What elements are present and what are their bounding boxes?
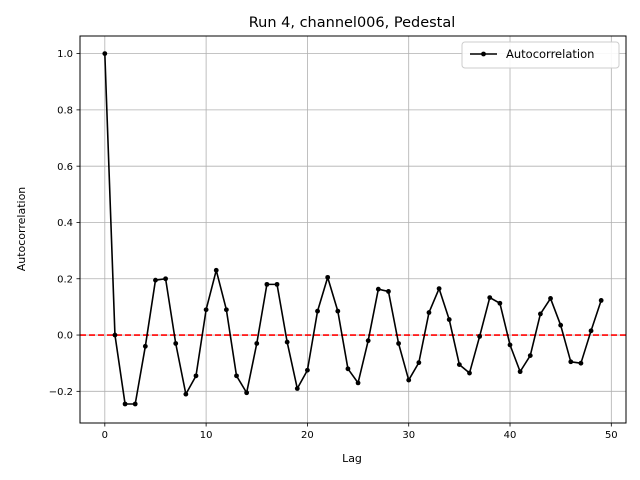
data-point-lag-48 — [588, 328, 594, 334]
data-point-lag-18 — [284, 339, 290, 345]
data-point-lag-45 — [558, 322, 564, 328]
data-point-lag-31 — [416, 360, 422, 366]
data-point-lag-1 — [112, 332, 118, 338]
x-tick-label-2: 20 — [301, 430, 314, 441]
data-point-lag-20 — [305, 367, 310, 373]
data-point-lag-9 — [193, 373, 199, 379]
legend-box — [461, 41, 620, 69]
series-layer — [102, 51, 604, 407]
y-tick-label-0: −0.2 — [49, 387, 73, 398]
data-point-lag-16 — [264, 281, 270, 287]
data-point-lag-15 — [254, 341, 260, 346]
chart-title: Run 4, channel006, Pedestal — [249, 15, 456, 31]
y-tick-label-3: 0.4 — [57, 218, 73, 229]
data-point-lag-13 — [234, 373, 239, 379]
data-point-lag-0 — [102, 51, 108, 56]
data-point-lag-40 — [507, 342, 513, 348]
data-point-lag-39 — [497, 300, 503, 306]
data-point-lag-42 — [527, 353, 533, 358]
data-point-lag-37 — [477, 334, 483, 339]
data-point-lag-29 — [396, 341, 401, 346]
data-point-lag-35 — [456, 362, 462, 367]
series-line-0 — [104, 53, 602, 405]
data-point-lag-4 — [142, 343, 148, 349]
data-point-lag-28 — [386, 289, 391, 294]
data-point-lag-47 — [578, 360, 584, 366]
data-point-lag-22 — [325, 274, 331, 280]
data-point-lag-8 — [183, 391, 189, 397]
data-point-lag-30 — [406, 377, 412, 383]
data-point-lag-7 — [173, 341, 179, 346]
data-point-lag-23 — [335, 308, 341, 314]
data-point-lag-27 — [375, 286, 381, 292]
plot-frame — [79, 35, 627, 424]
data-point-lag-2 — [122, 401, 128, 407]
data-point-lag-49 — [598, 298, 604, 303]
data-point-lag-19 — [294, 386, 300, 391]
data-point-lag-41 — [517, 369, 523, 375]
y-tick-label-1: 0.0 — [57, 331, 73, 342]
data-point-lag-36 — [467, 370, 472, 376]
data-point-lag-34 — [446, 317, 452, 322]
legend-marker-swatch — [481, 51, 486, 57]
axis-ticks: 0 10 20 30 40 50 −0.2 0.0 0.2 0.4 0.6 0.8 1.0 — [49, 49, 618, 441]
x-tick-label-0: 0 — [102, 430, 108, 441]
data-point-lag-38 — [487, 295, 493, 301]
data-point-lag-24 — [345, 366, 351, 372]
y-tick-label-6: 1.0 — [57, 49, 73, 60]
data-point-lag-10 — [203, 307, 209, 313]
data-point-lag-5 — [153, 277, 158, 283]
data-point-lag-44 — [548, 296, 553, 301]
data-point-lag-43 — [538, 311, 543, 317]
data-point-lag-21 — [315, 308, 320, 314]
data-point-lag-26 — [365, 338, 371, 344]
x-tick-label-4: 40 — [504, 430, 517, 441]
data-point-lag-25 — [355, 380, 361, 386]
data-point-lag-46 — [568, 359, 574, 365]
x-tick-label-5: 50 — [605, 430, 618, 441]
data-point-lag-33 — [436, 286, 442, 292]
y-tick-label-5: 0.8 — [57, 105, 73, 116]
data-point-lag-32 — [426, 310, 432, 315]
x-tick-label-3: 30 — [402, 430, 415, 441]
data-point-lag-12 — [223, 307, 229, 313]
data-point-lag-6 — [163, 276, 168, 282]
y-axis-label: Autocorrelation — [15, 187, 28, 272]
legend-label-autocorrelation: Autocorrelation — [506, 47, 594, 61]
y-tick-label-2: 0.2 — [57, 274, 73, 285]
y-tick-label-4: 0.6 — [57, 162, 73, 173]
data-point-lag-14 — [244, 390, 250, 396]
data-point-lag-17 — [274, 281, 280, 287]
x-tick-label-1: 10 — [200, 430, 213, 441]
legend: Autocorrelation — [461, 41, 620, 69]
data-point-lag-3 — [132, 401, 138, 407]
data-point-lag-11 — [213, 267, 219, 273]
x-axis-label: Lag — [342, 452, 362, 465]
